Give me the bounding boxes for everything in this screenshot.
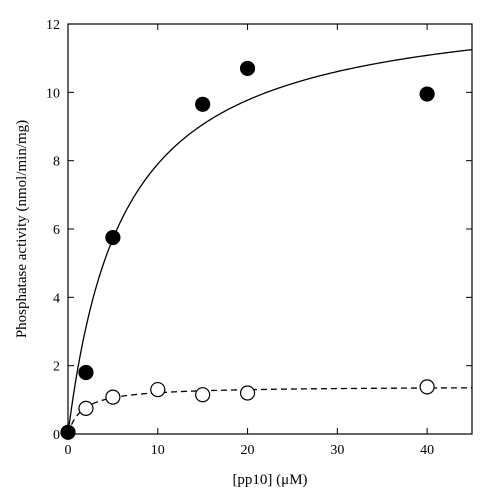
fit-curve-series-1	[67, 387, 473, 435]
y-tick-label: 12	[46, 18, 60, 33]
y-tick-label: 8	[53, 155, 60, 170]
x-axis-ticks: 0 10 20 30 40	[65, 24, 434, 458]
y-tick-label: 0	[53, 428, 60, 443]
y-axis-ticks: 0 2 4 6 8 10 12	[46, 18, 472, 443]
plot-frame	[67, 23, 473, 435]
x-axis-title: [pp10] (μM)	[232, 472, 307, 488]
y-tick-label: 4	[53, 291, 60, 306]
x-tick-label: 20	[241, 443, 255, 458]
open-data-point	[195, 387, 211, 403]
y-tick-label: 10	[46, 86, 60, 101]
open-data-point	[105, 389, 121, 405]
fit-curve-series-0	[67, 48, 473, 435]
y-axis-title: Phosphatase activity (nmol/min/mg)	[14, 120, 30, 338]
open-data-point	[78, 400, 94, 416]
x-tick-label: 0	[65, 443, 72, 458]
filled-data-point	[78, 364, 94, 381]
open-data-point	[419, 379, 435, 395]
filled-data-point	[239, 60, 256, 77]
open-data-point	[239, 385, 256, 401]
x-tick-label: 40	[420, 443, 434, 458]
filled-data-point	[195, 96, 211, 112]
y-tick-label: 6	[53, 223, 60, 238]
data-points	[60, 60, 435, 440]
fit-curves	[67, 48, 473, 435]
x-tick-label: 10	[151, 443, 165, 458]
filled-data-point	[105, 229, 121, 246]
open-data-point	[150, 381, 166, 398]
x-tick-label: 30	[330, 443, 344, 458]
filled-data-point	[419, 86, 435, 102]
y-tick-label: 2	[53, 360, 60, 375]
filled-data-point	[60, 424, 76, 440]
